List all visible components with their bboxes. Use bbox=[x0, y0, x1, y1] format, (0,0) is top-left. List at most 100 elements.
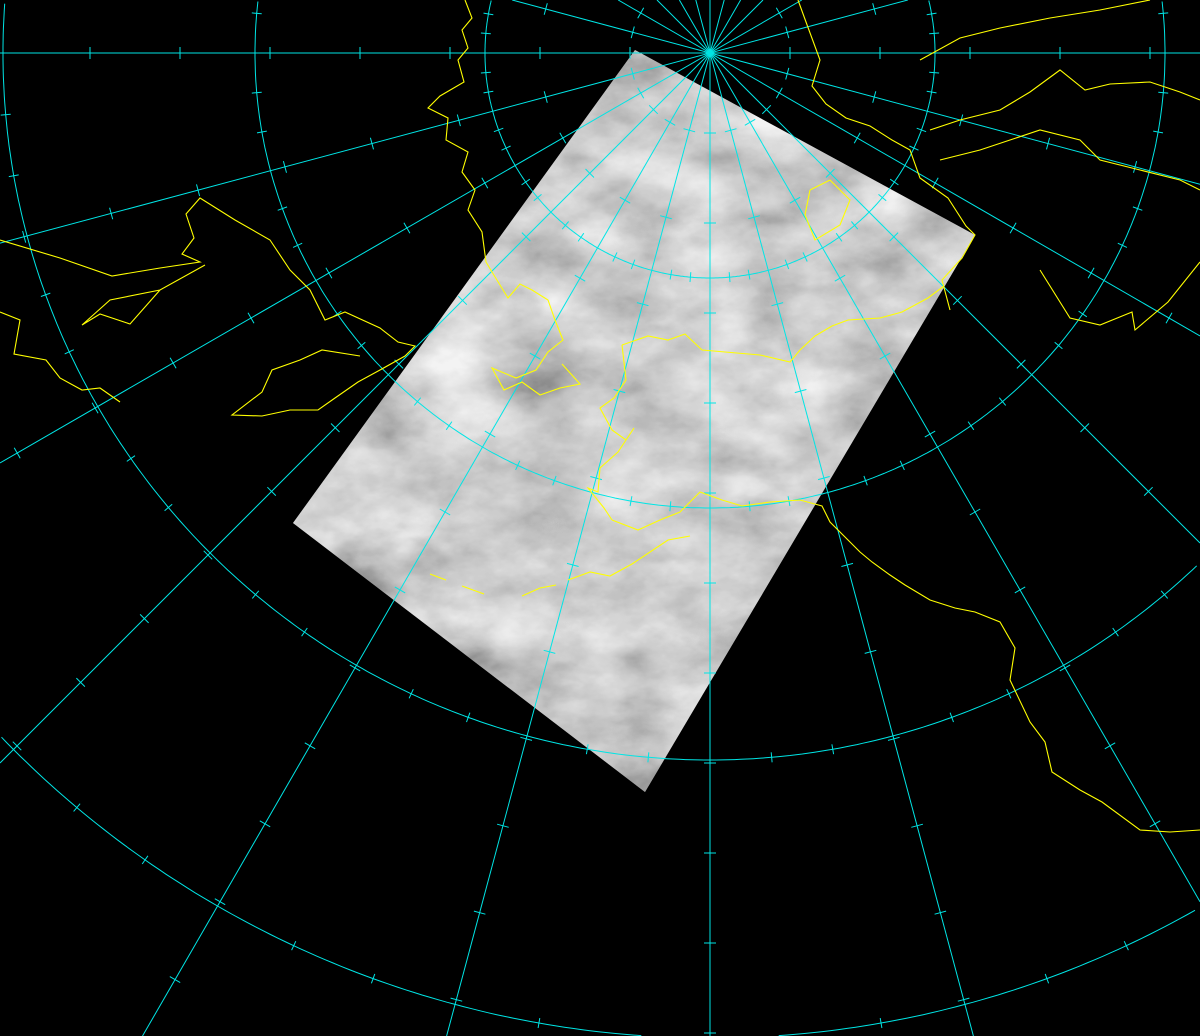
coastline-chukotka bbox=[490, 271, 582, 396]
graticule-tick bbox=[949, 712, 954, 723]
graticule-tick bbox=[251, 12, 262, 15]
graticule-tick bbox=[911, 823, 924, 828]
graticule-tick bbox=[533, 194, 542, 202]
graticule-tick bbox=[73, 803, 81, 812]
graticule-tick bbox=[126, 455, 136, 462]
graticule-tick bbox=[834, 274, 846, 282]
coastline-kamchatka-region bbox=[0, 311, 121, 403]
coastline-siberia-east bbox=[81, 264, 206, 326]
graticule-tick bbox=[256, 130, 267, 134]
graticule-tick bbox=[109, 207, 114, 220]
graticule-tick bbox=[1158, 12, 1169, 15]
meridian-line bbox=[512, 0, 1200, 185]
graticule-tick bbox=[1133, 160, 1138, 173]
graticule-tick bbox=[247, 312, 255, 324]
graticule-tick bbox=[169, 976, 181, 984]
graticule-tick bbox=[851, 221, 859, 230]
graticule-tick bbox=[931, 177, 939, 189]
graticule-tick bbox=[1078, 310, 1088, 318]
graticule-tick bbox=[1009, 222, 1017, 234]
graticule-tick bbox=[521, 178, 531, 186]
coastline-russia-north bbox=[427, 0, 493, 273]
graticule-tick bbox=[483, 90, 494, 94]
graticule-tick bbox=[251, 91, 262, 94]
graticule-tick bbox=[872, 91, 877, 103]
graticule-tick bbox=[669, 501, 672, 512]
meridian-line bbox=[678, 0, 1200, 902]
graticule-tick bbox=[139, 614, 149, 624]
graticule-tick bbox=[203, 550, 213, 560]
graticule-tick bbox=[647, 752, 650, 763]
graticule-tick bbox=[1160, 590, 1169, 599]
graticule-tick bbox=[934, 910, 947, 915]
coastline-aleutian-island-1 bbox=[521, 584, 557, 597]
graticule-tick bbox=[413, 397, 422, 406]
graticule-tick bbox=[282, 160, 287, 173]
coastline-greenland bbox=[919, 0, 1151, 61]
graticule-tick bbox=[835, 232, 843, 242]
graticule-tick bbox=[566, 562, 579, 567]
coastline-aleutian-island-3 bbox=[429, 573, 447, 581]
graticule-tick bbox=[619, 196, 631, 204]
graticule-tick bbox=[408, 688, 414, 699]
graticule-tick bbox=[724, 128, 737, 133]
graticule-tick bbox=[630, 67, 635, 80]
meridian-line bbox=[617, 0, 1200, 337]
graticule-tick bbox=[1165, 312, 1173, 324]
graticule-tick bbox=[13, 447, 21, 459]
graticule-tick bbox=[761, 104, 772, 115]
graticule-tick bbox=[480, 32, 491, 35]
graticule-tick bbox=[887, 736, 900, 741]
coastline-archipelago bbox=[929, 69, 1200, 131]
graticule-tick bbox=[473, 910, 486, 915]
graticule-tick bbox=[292, 242, 303, 248]
graticule-tick bbox=[483, 12, 494, 16]
satellite-imagery bbox=[293, 50, 975, 792]
latitude-circle bbox=[254, 1, 1166, 509]
graticule-tick bbox=[196, 184, 201, 197]
graticule-tick bbox=[40, 292, 51, 297]
graticule-tick bbox=[577, 232, 585, 242]
graticule-tick bbox=[330, 423, 340, 433]
graticule-tick bbox=[969, 508, 981, 516]
graticule-tick bbox=[637, 87, 645, 99]
graticule-tick bbox=[91, 402, 99, 414]
graticule-tick bbox=[926, 12, 937, 16]
graticule-tick bbox=[636, 302, 649, 307]
graticule-tick bbox=[770, 752, 773, 763]
graticule-tick bbox=[916, 127, 927, 133]
graticule-tick bbox=[802, 252, 808, 262]
graticule-tick bbox=[214, 898, 226, 906]
graticule-tick bbox=[456, 114, 461, 127]
graticule-tick bbox=[559, 132, 567, 144]
meridian-line bbox=[695, 0, 974, 1036]
graticule-tick bbox=[370, 973, 376, 984]
graticule-tick bbox=[585, 168, 595, 178]
graticule-tick bbox=[1132, 206, 1143, 211]
graticule-tick bbox=[537, 1018, 541, 1029]
graticule-tick bbox=[585, 744, 589, 755]
graticule-tick bbox=[864, 649, 877, 654]
graticule-tick bbox=[660, 215, 672, 220]
graticule-tick bbox=[325, 267, 333, 279]
graticule-tick bbox=[291, 940, 297, 951]
graticule-tick bbox=[445, 421, 453, 431]
graticule-tick bbox=[394, 586, 406, 594]
graticule-tick bbox=[529, 352, 541, 360]
graticule-tick bbox=[630, 26, 635, 39]
graticule-tick bbox=[889, 232, 899, 242]
graticule-tick bbox=[1153, 130, 1164, 134]
meridian-line bbox=[656, 0, 1200, 544]
latitude-circle bbox=[2, 3, 1198, 761]
latitude-circle bbox=[484, 0, 936, 279]
graticule-tick bbox=[543, 649, 556, 654]
graticule-tick bbox=[349, 664, 361, 672]
graticule-tick bbox=[439, 508, 451, 516]
graticule-tick bbox=[520, 736, 533, 741]
graticule-tick bbox=[590, 476, 603, 481]
meridian-line bbox=[0, 0, 803, 464]
graticule-tick bbox=[1046, 137, 1051, 150]
graticule-tick bbox=[457, 295, 468, 306]
coastline-alaska-north bbox=[621, 285, 945, 363]
